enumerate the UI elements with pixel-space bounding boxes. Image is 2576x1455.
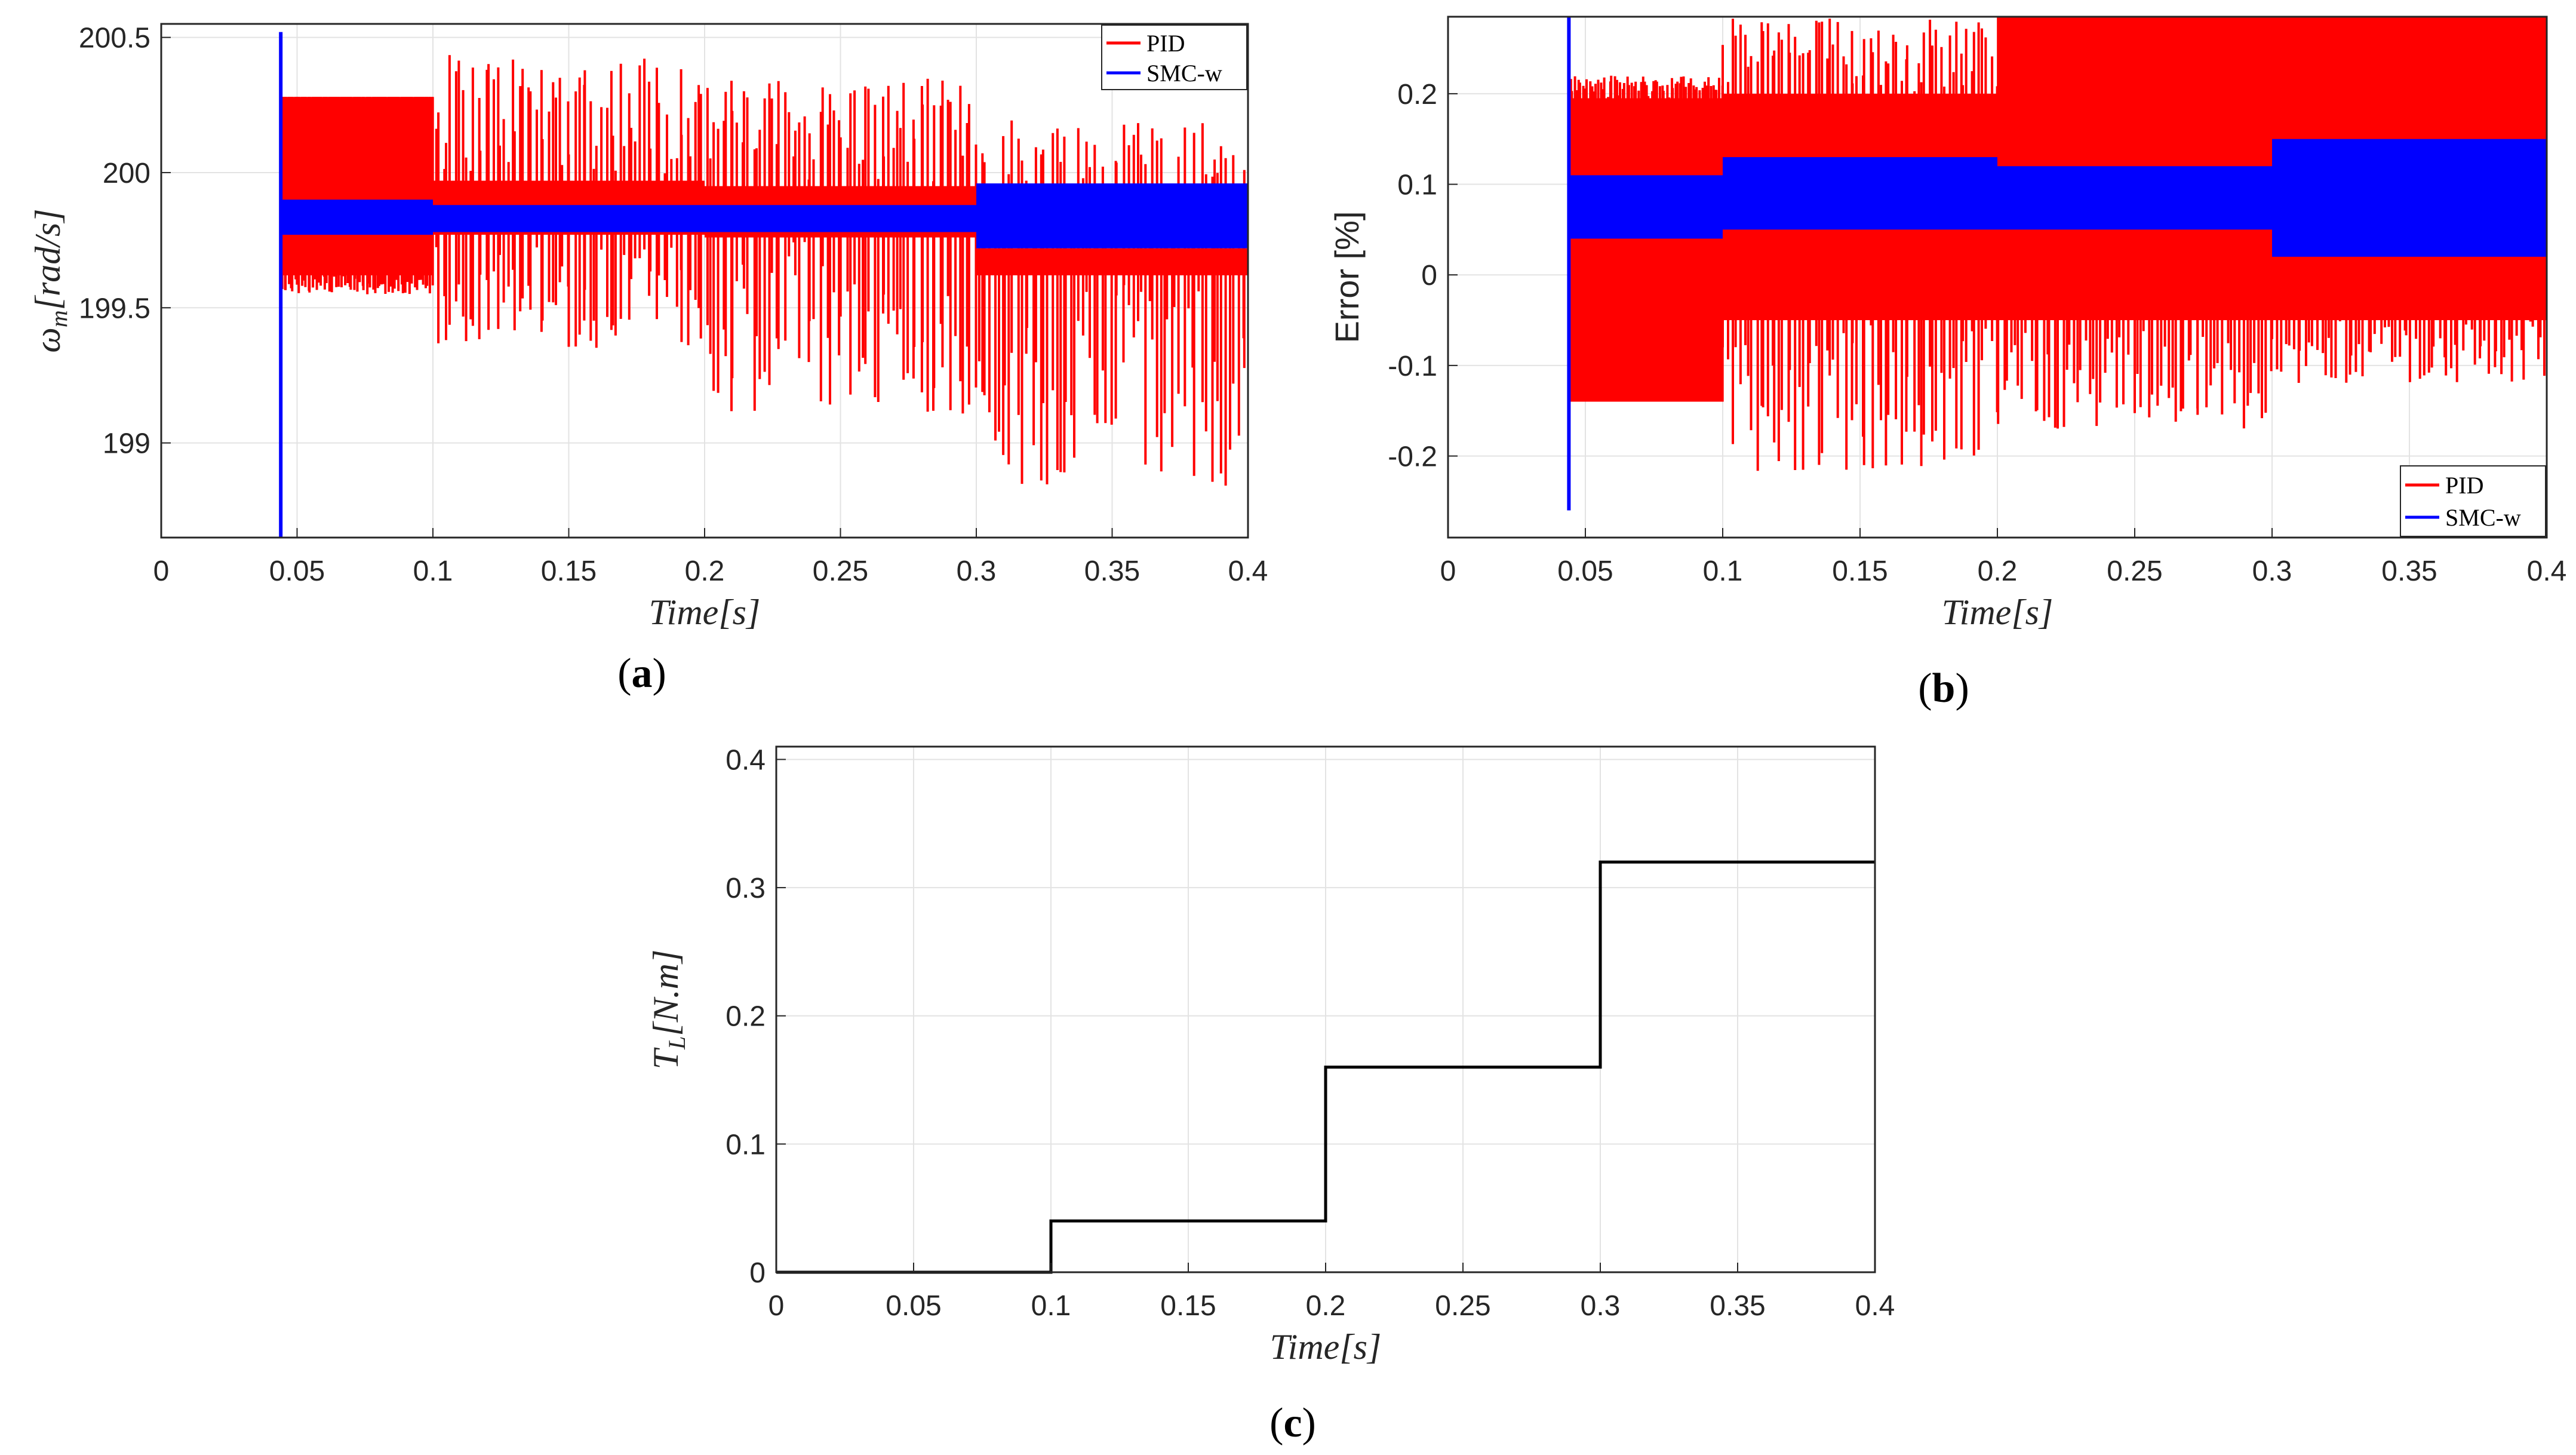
panel-c-ytick-label: 0.3 [726, 873, 766, 904]
panel-a-ylabel: ωm[rad/s] [28, 208, 72, 352]
panel-c-ytick-label: 0.1 [726, 1129, 766, 1161]
panel-a-xtick-label: 0.1 [413, 555, 453, 587]
panel-b-xtick-label: 0.15 [1832, 555, 1888, 587]
panel-b-series-smc-w [1567, 17, 2547, 511]
panel-b-series-smc-w-band [1723, 157, 1997, 230]
panel-c-xtick-label: 0.1 [1031, 1290, 1071, 1322]
panel-a-ytick-label: 200.5 [79, 23, 150, 54]
panel-a-xtick-label: 0.35 [1084, 555, 1140, 587]
panel-c-xtick-label: 0.25 [1435, 1290, 1490, 1322]
panel-a-ticks: 0 0.05 0.1 0.15 0.2 0.25 0.3 0.35 0.4 199 199.5 200… [79, 23, 1268, 587]
panel-b-ytick-label: -0.1 [1388, 351, 1437, 382]
panel-a-legend-pid: PID [1146, 30, 1185, 57]
panel-a-data [279, 32, 1248, 538]
panel-a-series-pid-spikes [281, 97, 434, 294]
panel-b-ylabel: Error [%] [1328, 211, 1366, 343]
panel-a-series-smc-w-band [281, 199, 433, 235]
panel-b-xtick-label: 0.05 [1557, 555, 1613, 587]
panel-c-xtick-label: 0.05 [886, 1290, 941, 1322]
panel-a-legend: PID SMC-w [1101, 24, 1247, 90]
panel-a-legend-smc: SMC-w [1146, 60, 1222, 87]
panel-b-error-chart: 0 0.05 0.1 0.15 0.2 0.25 0.3 0.35 0.4 -0.2 -0.1 0 0.… [1328, 16, 2566, 711]
panel-c-xtick-label: 0 [769, 1290, 785, 1322]
panel-b-xtick-label: 0 [1440, 555, 1456, 587]
panel-a-series-smc-w-band [705, 205, 976, 232]
panel-c-caption: (c) [1269, 1400, 1316, 1446]
panel-b-ticks: 0 0.05 0.1 0.15 0.2 0.25 0.3 0.35 0.4 -0.2 -0.1 0 0.… [1388, 79, 2566, 587]
panel-c-load-torque-chart: 0 0.05 0.1 0.15 0.2 0.25 0.3 0.35 0.4 0 0.1 0.2 0.3 0… [646, 744, 1895, 1446]
panel-c-xtick-label: 0.4 [1855, 1290, 1895, 1322]
panel-a-ytick-label: 200 [103, 158, 150, 189]
panel-a-xtick-label: 0.15 [541, 555, 597, 587]
panel-b-xtick-label: 0.25 [2107, 555, 2162, 587]
panel-c-ticks: 0 0.05 0.1 0.15 0.2 0.25 0.3 0.35 0.4 0 0.1 0.2 0.3 0… [726, 744, 1895, 1322]
panel-a-ytick-label: 199.5 [79, 293, 150, 324]
panel-a-series-smc-w-band [976, 183, 1248, 248]
panel-c-xlabel: Time[s] [1270, 1327, 1382, 1367]
panel-b-legend-pid: PID [2445, 472, 2483, 499]
panel-a-series-smc-w-band [433, 205, 705, 232]
panel-b-legend-smc: SMC-w [2445, 504, 2521, 531]
panel-b-ytick-label: 0.1 [1397, 170, 1437, 201]
panel-a-xtick-label: 0.05 [269, 555, 325, 587]
panel-b-data [1567, 17, 2547, 511]
panel-b-series-pid-spikes [1569, 75, 1724, 402]
panel-b-caption: (b) [1918, 665, 1969, 711]
panel-b-xtick-label: 0.1 [1703, 555, 1743, 587]
panel-b-series-smc-w-band [1997, 166, 2272, 230]
panel-a-ytick-label: 199 [103, 428, 150, 460]
panel-b-xtick-label: 0.35 [2381, 555, 2437, 587]
panel-b-series-smc-w-band [1569, 175, 1723, 239]
panel-c-ytick-label: 0.2 [726, 1001, 766, 1033]
panel-c-xtick-label: 0.15 [1160, 1290, 1216, 1322]
panel-a-xtick-label: 0.4 [1228, 555, 1268, 587]
panel-a-speed-chart: 0 0.05 0.1 0.15 0.2 0.25 0.3 0.35 0.4 199 199.5 200… [28, 23, 1268, 696]
panel-c-xtick-label: 0.35 [1710, 1290, 1765, 1322]
panel-c-ylabel: TL[N.m] [646, 950, 690, 1070]
panel-c-ytick-label: 0.4 [726, 744, 766, 776]
panel-b-xtick-label: 0.2 [1978, 555, 2018, 587]
panel-c-xtick-label: 0.3 [1581, 1290, 1621, 1322]
panel-b-xlabel: Time[s] [1942, 593, 2054, 632]
panel-a-xtick-label: 0 [153, 555, 170, 587]
panel-b-xtick-label: 0.3 [2252, 555, 2292, 587]
panel-b-ytick-label: 0.2 [1397, 79, 1437, 110]
panel-b-ytick-label: 0 [1421, 260, 1437, 291]
panel-c-ytick-label: 0 [749, 1257, 766, 1289]
panel-a-xlabel: Time[s] [649, 593, 761, 632]
panel-a-xtick-label: 0.2 [685, 555, 725, 587]
panel-a-xtick-label: 0.3 [957, 555, 997, 587]
panel-b-ytick-label: -0.2 [1388, 441, 1437, 473]
panel-a-caption: (a) [617, 650, 666, 696]
panel-b-xtick-label: 0.4 [2527, 555, 2567, 587]
panel-a-xtick-label: 0.25 [813, 555, 868, 587]
panel-c-xtick-label: 0.2 [1306, 1290, 1346, 1322]
panel-b-legend: PID SMC-w [2400, 465, 2546, 537]
panel-a-series-smc-w [279, 32, 1248, 538]
panel-b-series-smc-w-band [2272, 139, 2547, 257]
